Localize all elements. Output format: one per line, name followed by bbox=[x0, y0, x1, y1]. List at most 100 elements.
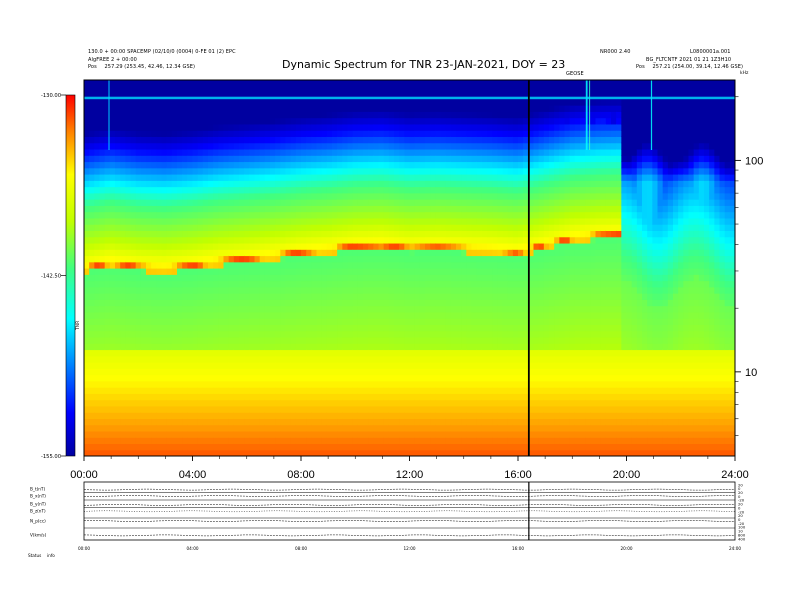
heatmap-cell bbox=[156, 336, 163, 344]
heatmap-cell bbox=[383, 199, 390, 206]
heatmap-cell bbox=[440, 142, 447, 150]
heatmap-cell bbox=[254, 430, 261, 438]
heatmap-cell bbox=[89, 430, 95, 438]
heatmap-cell bbox=[259, 236, 266, 244]
heatmap-cell bbox=[487, 236, 493, 244]
heatmap-cell bbox=[368, 205, 374, 213]
heatmap-cell bbox=[471, 286, 478, 294]
heatmap-cell bbox=[125, 242, 132, 250]
heatmap-cell bbox=[233, 186, 240, 194]
heatmap-cell bbox=[466, 330, 473, 338]
heatmap-cell bbox=[461, 92, 467, 100]
heatmap-cell bbox=[94, 349, 101, 357]
heatmap-cell bbox=[161, 430, 168, 438]
heatmap-cell bbox=[208, 236, 214, 244]
heatmap-cell bbox=[419, 180, 426, 188]
heatmap-cell bbox=[476, 424, 483, 432]
heatmap-cell bbox=[84, 299, 90, 307]
heatmap-cell bbox=[404, 355, 411, 363]
heatmap-cell bbox=[233, 311, 240, 319]
heatmap-cell bbox=[450, 430, 457, 438]
heatmap-cell bbox=[461, 123, 467, 131]
heatmap-cell bbox=[161, 280, 168, 288]
heatmap-cell bbox=[487, 117, 493, 125]
heatmap-cell bbox=[249, 430, 256, 438]
heatmap-cell bbox=[140, 343, 147, 351]
heatmap-cell bbox=[270, 305, 276, 313]
heatmap-cell bbox=[466, 268, 473, 275]
heatmap-cell bbox=[357, 449, 364, 456]
heatmap-cell bbox=[481, 437, 488, 445]
heatmap-cell bbox=[120, 412, 126, 419]
heatmap-cell bbox=[244, 167, 250, 175]
heatmap-cell bbox=[445, 261, 452, 269]
heatmap-cell bbox=[94, 199, 101, 206]
heatmap-cell bbox=[368, 293, 374, 300]
heatmap-cell bbox=[156, 430, 163, 438]
heatmap-cell bbox=[388, 374, 395, 382]
heatmap-cell bbox=[130, 236, 137, 244]
heatmap-cell bbox=[270, 393, 276, 401]
heatmap-cell bbox=[368, 161, 374, 169]
heatmap-cell bbox=[352, 305, 359, 313]
heatmap-cell bbox=[507, 430, 514, 438]
heatmap-cell bbox=[218, 174, 225, 181]
heatmap-cell bbox=[171, 186, 178, 194]
heatmap-cell bbox=[109, 362, 116, 369]
heatmap-cell bbox=[125, 293, 132, 300]
heatmap-cell bbox=[89, 161, 95, 169]
heatmap-cell bbox=[487, 449, 493, 456]
heatmap-cell bbox=[507, 418, 514, 426]
heatmap-cell bbox=[337, 180, 343, 188]
heatmap-cell bbox=[290, 217, 297, 225]
heatmap-cell bbox=[161, 368, 168, 376]
heatmap-cell bbox=[466, 362, 473, 369]
heatmap-cell bbox=[115, 130, 121, 137]
heatmap-cell bbox=[244, 255, 250, 263]
heatmap-cell bbox=[487, 393, 493, 401]
heatmap-cell bbox=[497, 180, 504, 188]
heatmap-cell bbox=[316, 430, 323, 438]
heatmap-cell bbox=[476, 380, 483, 388]
heatmap-cell bbox=[456, 86, 462, 94]
heatmap-cell bbox=[285, 130, 292, 137]
heatmap-cell bbox=[326, 299, 333, 307]
heatmap-cell bbox=[290, 205, 297, 213]
heatmap-cell bbox=[456, 105, 462, 112]
heatmap-cell bbox=[239, 336, 245, 344]
heatmap-cell bbox=[109, 161, 116, 169]
heatmap-cell bbox=[146, 80, 152, 87]
heatmap-cell bbox=[84, 167, 90, 175]
heatmap-cell bbox=[404, 336, 411, 344]
heatmap-cell bbox=[502, 343, 509, 351]
heatmap-cell bbox=[487, 437, 493, 445]
heatmap-cell bbox=[244, 280, 250, 288]
heatmap-cell bbox=[120, 117, 126, 125]
heatmap-cell bbox=[450, 405, 457, 413]
heatmap-cell bbox=[357, 142, 364, 150]
heatmap-cell bbox=[311, 280, 318, 288]
heatmap-cell bbox=[306, 336, 312, 344]
heatmap-cell bbox=[456, 387, 462, 394]
heatmap-cell bbox=[388, 161, 395, 169]
heatmap-cell bbox=[151, 174, 157, 181]
heatmap-cell bbox=[223, 286, 230, 294]
heatmap-cell bbox=[373, 393, 380, 401]
heatmap-cell bbox=[295, 368, 302, 376]
heatmap-cell bbox=[130, 399, 137, 407]
heatmap-cell bbox=[233, 368, 240, 376]
heatmap-cell bbox=[414, 261, 421, 269]
heatmap-cell bbox=[301, 180, 307, 188]
heatmap-cell bbox=[264, 249, 271, 257]
heatmap-cell bbox=[228, 349, 235, 357]
heatmap-cell bbox=[471, 205, 478, 213]
heatmap-cell bbox=[125, 355, 132, 363]
heatmap-cell bbox=[301, 117, 307, 125]
heatmap-cell bbox=[347, 111, 354, 119]
heatmap-cell bbox=[270, 167, 276, 175]
heatmap-cell bbox=[394, 268, 400, 275]
heatmap-cell bbox=[156, 443, 163, 451]
heatmap-cell bbox=[497, 380, 504, 388]
heatmap-cell bbox=[394, 280, 400, 288]
